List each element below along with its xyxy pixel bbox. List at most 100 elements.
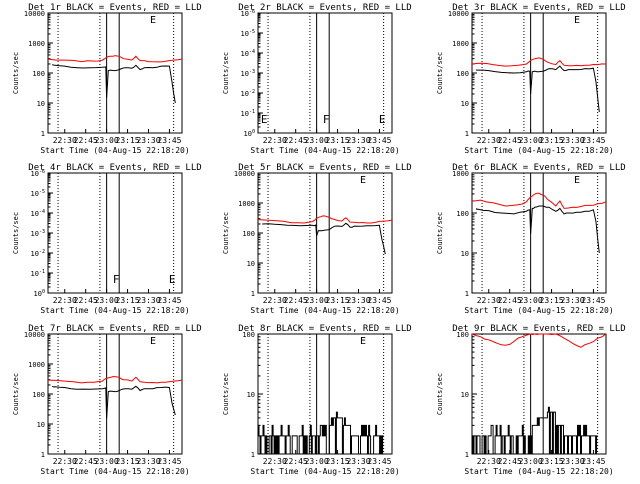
x-axis-label: Start Time (04-Aug-15 22:18:20) [250, 146, 399, 155]
y-tick-label: 1 [251, 290, 255, 298]
flag-label: E [261, 113, 268, 126]
y-tick-label: 10000 [448, 10, 469, 18]
y-tick-label: 100 [456, 210, 469, 218]
y-tick-label: 1000 [452, 40, 469, 48]
x-axis-label: Start Time (04-Aug-15 22:18:20) [250, 467, 399, 476]
y-tick-label: 10 [461, 250, 469, 258]
flag-label: E [169, 273, 176, 286]
panel-2: Det 2r BLACK = Events, RED = LLD 22:3022:… [222, 3, 412, 155]
panel-title: Det 9r BLACK = Events, RED = LLD [452, 324, 625, 334]
x-tick-label: 22:30 [263, 296, 287, 305]
y-tick-label: 10-6 [31, 169, 45, 178]
y-tick-label: 10-4 [241, 49, 255, 58]
x-tick-label: 23:30 [136, 136, 160, 145]
events-series-line [51, 385, 176, 419]
x-tick-label: 23:00 [95, 296, 119, 305]
x-tick-label: 23:15 [326, 136, 350, 145]
x-tick-label: 22:45 [74, 296, 98, 305]
x-tick-label: 23:00 [519, 296, 543, 305]
x-tick-label: 23:45 [581, 136, 605, 145]
x-tick-label: 22:30 [53, 296, 77, 305]
y-tick-label: 10-4 [31, 209, 45, 218]
plot-frame [471, 12, 607, 134]
y-tick-label: 1000 [28, 361, 45, 369]
x-tick-label: 22:45 [284, 457, 308, 466]
x-tick-label: 23:15 [326, 457, 350, 466]
y-tick-label: 1 [465, 130, 469, 138]
x-tick-label: 22:30 [53, 136, 77, 145]
x-tick-label: 23:15 [116, 296, 140, 305]
panel-5: Det 5r BLACK = Events, RED = LLD 22:3022:… [222, 163, 412, 315]
events-series-line [472, 406, 598, 455]
y-tick-label: 10000 [234, 170, 255, 178]
y-tick-label: 10-2 [31, 249, 45, 258]
x-axis-label: Start Time (04-Aug-15 22:18:20) [40, 146, 189, 155]
panel-title: Det 6r BLACK = Events, RED = LLD [452, 163, 625, 173]
y-axis-label: Counts/sec [12, 212, 20, 254]
flag-label: E [379, 113, 386, 126]
corner-flag-label: E [574, 15, 580, 26]
y-tick-label: 100 [242, 331, 255, 339]
panel-6: Det 6r BLACK = Events, RED = LLD 22:3022:… [436, 163, 626, 315]
x-tick-label: 22:30 [53, 457, 77, 466]
x-tick-label: 23:45 [367, 296, 391, 305]
x-tick-label: 23:30 [136, 457, 160, 466]
x-tick-label: 22:30 [263, 457, 287, 466]
y-tick-label: 1000 [28, 40, 45, 48]
panel-title: Det 4r BLACK = Events, RED = LLD [28, 163, 201, 173]
lld-series-line [471, 57, 607, 67]
y-axis-label: Counts/sec [222, 52, 230, 94]
events-series-line [258, 411, 384, 455]
x-tick-label: 22:30 [477, 296, 501, 305]
x-tick-label: 23:00 [519, 136, 543, 145]
x-tick-label: 22:30 [263, 136, 287, 145]
y-tick-label: 10 [247, 260, 255, 268]
x-tick-label: 23:15 [540, 136, 564, 145]
y-tick-label: 10-1 [31, 269, 45, 278]
x-tick-label: 23:30 [346, 457, 370, 466]
plot-frame [257, 172, 393, 294]
x-tick-label: 23:45 [581, 457, 605, 466]
x-tick-label: 22:45 [498, 136, 522, 145]
y-tick-label: 1000 [452, 170, 469, 178]
y-tick-label: 100 [32, 391, 45, 399]
lld-series-line [47, 376, 183, 384]
y-tick-label: 100 [242, 230, 255, 238]
y-axis-label: Counts/sec [436, 212, 444, 254]
panel-title: Det 8r BLACK = Events, RED = LLD [238, 324, 411, 334]
x-axis-label: Start Time (04-Aug-15 22:18:20) [464, 467, 613, 476]
events-series-line [475, 205, 600, 254]
y-axis-label: Counts/sec [436, 373, 444, 415]
y-axis-label: Counts/sec [436, 52, 444, 94]
x-tick-label: 23:15 [540, 296, 564, 305]
corner-flag-label: E [150, 15, 156, 26]
y-tick-label: 10 [461, 100, 469, 108]
panel-title: Det 3r BLACK = Events, RED = LLD [452, 3, 625, 13]
panel-9: Det 9r BLACK = Events, RED = LLD 22:3022:… [436, 324, 626, 476]
panel-3: Det 3r BLACK = Events, RED = LLD 22:3022:… [436, 3, 626, 155]
lld-series-line [471, 333, 607, 348]
y-axis-label: Counts/sec [12, 373, 20, 415]
y-tick-label: 10-3 [241, 69, 255, 78]
x-tick-label: 23:00 [95, 136, 119, 145]
panel-title: Det 7r BLACK = Events, RED = LLD [28, 324, 201, 334]
x-tick-label: 23:15 [326, 296, 350, 305]
corner-flag-label: E [360, 175, 366, 186]
x-tick-label: 23:45 [157, 136, 181, 145]
y-tick-label: 1 [465, 290, 469, 298]
x-axis-label: Start Time (04-Aug-15 22:18:20) [464, 306, 613, 315]
panel-title: Det 5r BLACK = Events, RED = LLD [238, 163, 411, 173]
x-tick-label: 23:15 [116, 457, 140, 466]
y-tick-label: 100 [244, 129, 255, 138]
x-tick-label: 23:30 [560, 136, 584, 145]
x-tick-label: 23:45 [157, 296, 181, 305]
y-tick-label: 10 [461, 391, 469, 399]
flag-label: F [113, 273, 120, 286]
events-series-line [475, 65, 600, 113]
x-tick-label: 23:30 [560, 457, 584, 466]
y-tick-label: 10-1 [241, 109, 255, 118]
x-axis-label: Start Time (04-Aug-15 22:18:20) [40, 306, 189, 315]
y-tick-label: 1 [41, 130, 45, 138]
lld-series-line [257, 215, 393, 224]
